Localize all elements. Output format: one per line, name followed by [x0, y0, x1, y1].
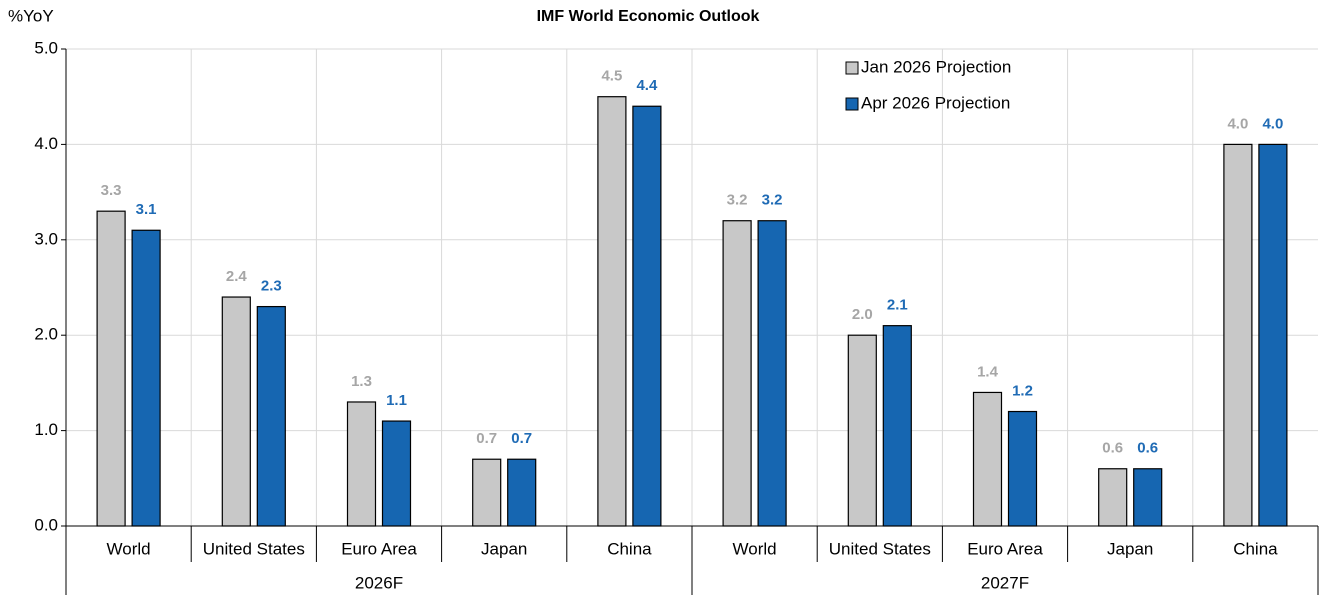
x-tick-label: China: [607, 539, 652, 558]
bar: [972, 391, 1003, 527]
value-label: 2.1: [887, 297, 908, 314]
x-tick-label: United States: [829, 539, 931, 558]
bar: [507, 458, 537, 527]
legend-swatch: [845, 61, 859, 75]
bar: [882, 325, 912, 527]
bar: [472, 458, 502, 527]
x-tick-label: Japan: [1107, 539, 1153, 558]
value-label: 2.4: [226, 268, 248, 285]
value-label: 0.6: [1137, 440, 1158, 457]
bar: [131, 229, 161, 527]
bar: [256, 305, 286, 527]
value-label: 0.7: [511, 430, 532, 447]
y-tick-label: 4.0: [34, 134, 58, 153]
x-tick-label: China: [1233, 539, 1278, 558]
bar: [1098, 468, 1128, 527]
value-label: 1.1: [386, 392, 407, 409]
value-label: 1.3: [351, 373, 372, 390]
bar: [632, 105, 662, 527]
bar: [96, 210, 126, 527]
value-label: 3.3: [101, 182, 122, 199]
bar: [1258, 143, 1288, 527]
y-tick-label: 2.0: [34, 325, 58, 344]
value-label: 0.7: [476, 430, 497, 447]
bar: [381, 420, 412, 527]
value-label: 2.0: [852, 306, 873, 323]
value-label: 4.0: [1227, 115, 1248, 132]
bar: [847, 334, 877, 527]
value-label: 4.0: [1262, 115, 1283, 132]
y-tick-label: 1.0: [34, 420, 58, 439]
bar: [1007, 410, 1038, 527]
x-tick-label: World: [733, 539, 777, 558]
bar: [1133, 468, 1163, 527]
value-label: 1.2: [1012, 382, 1033, 399]
bar: [722, 220, 752, 527]
value-label: 4.4: [636, 77, 658, 94]
value-label: 2.3: [261, 278, 282, 295]
bar: [757, 220, 787, 527]
value-label: 3.2: [762, 192, 783, 209]
value-label: 3.1: [136, 201, 157, 218]
bar: [346, 401, 377, 527]
x-tick-label: World: [107, 539, 151, 558]
value-label: 1.4: [977, 363, 999, 380]
bar: [1223, 143, 1253, 527]
bar: [221, 296, 251, 527]
legend-swatch: [845, 97, 859, 111]
x-tick-label: Japan: [481, 539, 527, 558]
group-label: 2027F: [981, 573, 1029, 592]
y-tick-label: 3.0: [34, 229, 58, 248]
bar: [597, 96, 627, 527]
legend-label: Jan 2026 Projection: [861, 57, 1011, 76]
x-tick-label: Euro Area: [967, 539, 1043, 558]
value-label: 4.5: [601, 68, 622, 85]
chart-title: IMF World Economic Outlook: [537, 8, 760, 25]
value-label: 0.6: [1102, 440, 1123, 457]
value-label: 3.2: [727, 192, 748, 209]
x-tick-label: Euro Area: [341, 539, 417, 558]
y-tick-label: 5.0: [34, 38, 58, 57]
group-label: 2026F: [355, 573, 403, 592]
x-tick-label: United States: [203, 539, 305, 558]
legend-label: Apr 2026 Projection: [861, 93, 1010, 112]
y-axis-label: %YoY: [8, 6, 54, 25]
y-tick-label: 0.0: [34, 515, 58, 534]
